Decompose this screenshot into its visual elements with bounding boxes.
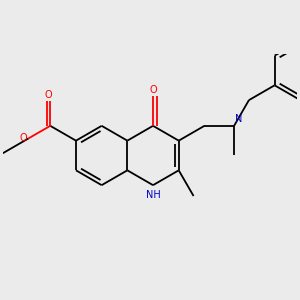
Text: NH: NH bbox=[146, 190, 160, 200]
Text: O: O bbox=[19, 134, 27, 143]
Text: N: N bbox=[235, 114, 243, 124]
Text: O: O bbox=[44, 90, 52, 100]
Text: O: O bbox=[149, 85, 157, 95]
